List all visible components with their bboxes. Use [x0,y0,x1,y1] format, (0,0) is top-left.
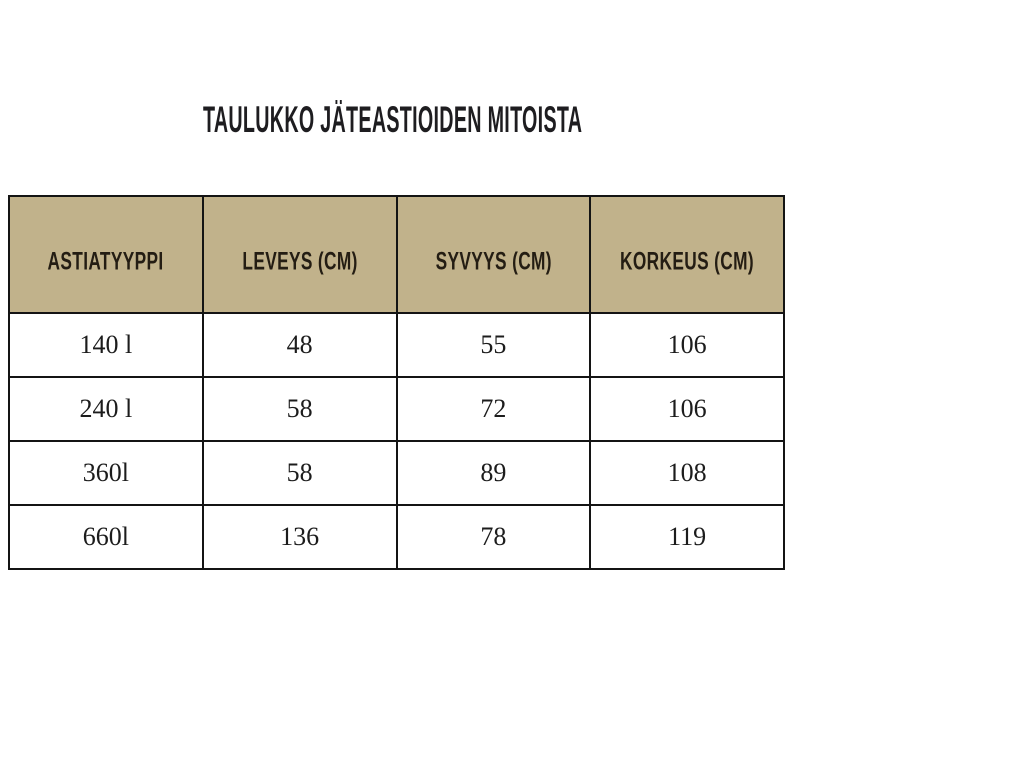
column-header-label: LEVEYS (CM) [241,246,358,276]
table-cell-height: 106 [589,376,785,442]
table-cell-container-type: 660l [8,504,204,570]
column-header-syvyys: SYVYYS (CM) [395,195,592,314]
table-body: 140 l 48 55 106 240 l 58 72 106 360l 58 … [8,312,785,570]
column-header-leveys: LEVEYS (CM) [201,195,398,314]
column-header-korkeus: KORKEUS (CM) [589,195,785,314]
table-cell-container-type: 360l [8,440,204,506]
column-header-label: KORKEUS (CM) [620,246,755,276]
table-cell-width: 136 [201,504,398,570]
table-cell-width: 58 [201,376,398,442]
table-row: 660l 136 78 119 [8,504,785,570]
table-row: 140 l 48 55 106 [8,312,785,378]
column-header-astiatyyppi: ASTIATYYPPI [8,195,204,314]
table-cell-height: 106 [589,312,785,378]
column-header-label: SYVYYS (CM) [435,246,552,276]
table-cell-width: 58 [201,440,398,506]
table-cell-height: 119 [589,504,785,570]
table-row: 360l 58 89 108 [8,440,785,506]
table-cell-height: 108 [589,440,785,506]
table-cell-depth: 72 [395,376,592,442]
table-cell-depth: 78 [395,504,592,570]
waste-container-dimensions-table: ASTIATYYPPI LEVEYS (CM) SYVYYS (CM) KORK… [8,195,785,570]
table-cell-container-type: 240 l [8,376,204,442]
table-header-row: ASTIATYYPPI LEVEYS (CM) SYVYYS (CM) KORK… [8,195,785,314]
table-cell-container-type: 140 l [8,312,204,378]
table-cell-width: 48 [201,312,398,378]
table-cell-depth: 55 [395,312,592,378]
table-cell-depth: 89 [395,440,592,506]
page-title-text: TAULUKKO JÄTEASTIOIDEN MITOISTA [203,98,583,141]
table-row: 240 l 58 72 106 [8,376,785,442]
column-header-label: ASTIATYYPPI [47,246,164,276]
table-header: ASTIATYYPPI LEVEYS (CM) SYVYYS (CM) KORK… [8,195,785,314]
page-title: TAULUKKO JÄTEASTIOIDEN MITOISTA [203,98,857,141]
